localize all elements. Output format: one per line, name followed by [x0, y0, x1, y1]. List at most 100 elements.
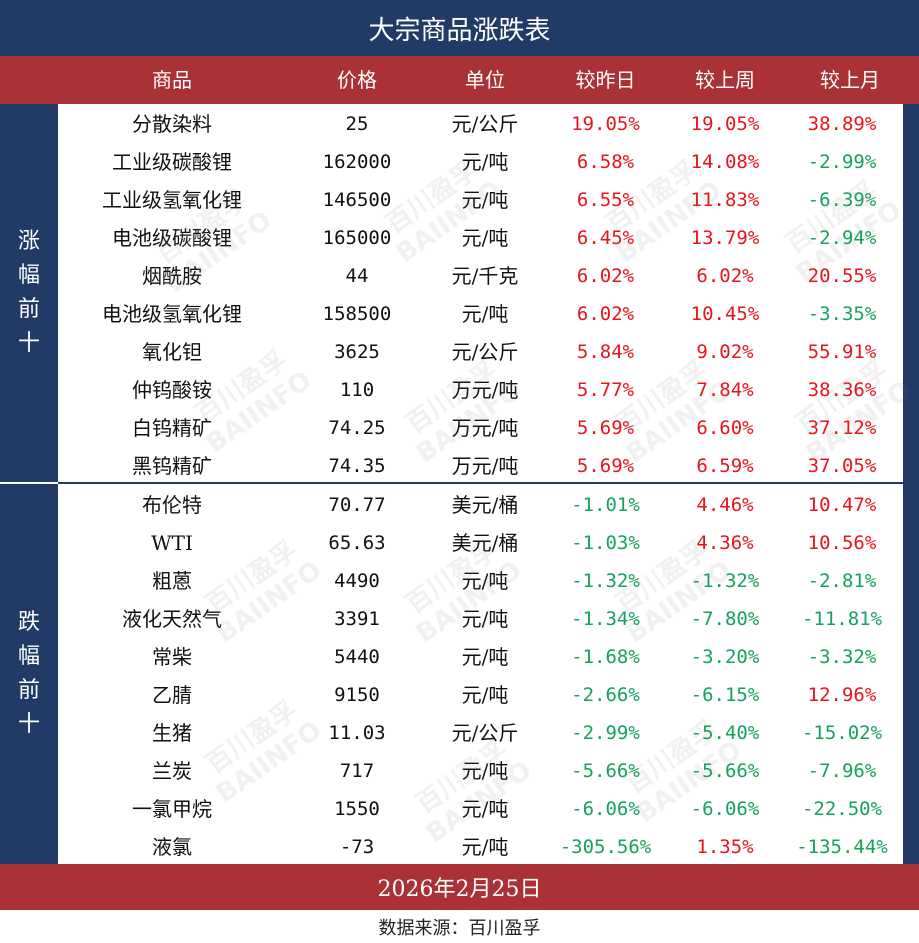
commodity-name: 工业级碳酸锂	[112, 150, 232, 174]
price-value: 74.25	[328, 417, 386, 439]
change-vs-yesterday: 19.05%	[571, 113, 640, 135]
change-vs-yesterday: 6.02%	[576, 265, 635, 287]
change-vs-last-week: -7.80%	[690, 608, 760, 630]
table-title: 大宗商品涨跌表	[0, 0, 919, 56]
right-border-band	[903, 104, 919, 864]
change-vs-yesterday: 6.55%	[576, 189, 635, 211]
unit-value: 元/吨	[461, 759, 509, 783]
table-row: 分散染料 25 元/公斤 19.05% 19.05% 38.89%	[58, 105, 903, 143]
commodity-name: 兰炭	[152, 759, 192, 783]
change-vs-yesterday: -5.66%	[571, 760, 640, 782]
change-vs-last-week: 6.59%	[696, 455, 754, 477]
table-row: 布伦特 70.77 美元/桶 -1.01% 4.46% 10.47%	[58, 486, 903, 524]
header-price: 价格	[337, 68, 377, 92]
change-vs-last-month: 37.05%	[807, 455, 877, 477]
change-vs-last-month: -135.44%	[796, 836, 888, 858]
price-value: -73	[339, 836, 375, 858]
change-vs-last-week: 10.45%	[690, 303, 760, 325]
header-vs-last-month: 较上月	[820, 68, 880, 92]
change-vs-yesterday: -2.99%	[571, 722, 640, 744]
change-vs-yesterday: -305.56%	[559, 836, 652, 858]
commodity-name: 电池级碳酸锂	[112, 226, 232, 250]
table-row: 氧化钽 3625 元/公斤 5.84% 9.02% 55.91%	[58, 333, 903, 371]
change-vs-yesterday: 6.02%	[576, 303, 635, 325]
table-row: 乙腈 9150 元/吨 -2.66% -6.15% 12.96%	[58, 676, 903, 714]
change-vs-last-week: -5.66%	[690, 760, 760, 782]
group-label-char: 幅	[17, 263, 40, 288]
commodity-name: 白钨精矿	[132, 416, 212, 440]
unit-value: 万元/吨	[451, 454, 519, 478]
unit-value: 元/吨	[461, 226, 509, 250]
unit-value: 元/吨	[461, 569, 509, 593]
change-vs-last-month: -2.94%	[807, 227, 877, 249]
change-vs-last-month: -3.35%	[807, 303, 877, 325]
title-text: 大宗商品涨跌表	[368, 15, 551, 46]
change-vs-yesterday: -1.34%	[571, 608, 640, 630]
change-vs-last-week: 7.84%	[696, 379, 754, 401]
commodity-name: 黑钨精矿	[132, 454, 212, 478]
group-label-char: 前	[17, 297, 40, 322]
price-value: 1550	[334, 798, 380, 820]
table-row: 仲钨酸铵 110 万元/吨 5.77% 7.84% 38.36%	[58, 371, 903, 409]
price-value: 146500	[322, 189, 392, 211]
price-value: 11.03	[328, 722, 386, 744]
table-row: 一氯甲烷 1550 元/吨 -6.06% -6.06% -22.50%	[58, 790, 903, 828]
table-row: 工业级碳酸锂 162000 元/吨 6.58% 14.08% -2.99%	[58, 143, 903, 181]
commodity-name: 电池级氢氧化锂	[102, 302, 242, 326]
group-label-char: 幅	[17, 644, 40, 669]
commodity-name: 粗蒽	[152, 569, 192, 593]
change-vs-yesterday: -6.06%	[571, 798, 640, 820]
unit-value: 万元/吨	[451, 416, 519, 440]
unit-value: 万元/吨	[451, 378, 519, 402]
change-vs-last-week: -6.06%	[690, 798, 760, 820]
group-label-top-gainers: 涨 幅 前 十	[0, 104, 58, 482]
commodity-name: 乙腈	[152, 683, 192, 707]
price-value: 44	[345, 265, 369, 287]
header-vs-yesterday: 较昨日	[575, 68, 636, 92]
unit-value: 元/公斤	[451, 340, 519, 364]
group-label-top-losers: 跌 幅 前 十	[0, 484, 58, 864]
change-vs-yesterday: 5.77%	[576, 379, 635, 401]
change-vs-last-month: 37.12%	[807, 417, 877, 439]
change-vs-last-week: 14.08%	[690, 151, 760, 173]
table-row: 白钨精矿 74.25 万元/吨 5.69% 6.60% 37.12%	[58, 409, 903, 447]
change-vs-last-month: 38.89%	[807, 113, 877, 135]
unit-value: 元/吨	[461, 797, 509, 821]
change-vs-last-month: -22.50%	[801, 798, 883, 820]
change-vs-last-month: 20.55%	[807, 265, 877, 287]
change-vs-last-month: 10.56%	[807, 532, 877, 554]
change-vs-last-week: -5.40%	[690, 722, 760, 744]
change-vs-last-month: 12.96%	[807, 684, 877, 706]
change-vs-last-week: 6.02%	[696, 265, 754, 287]
commodity-name: 液氯	[152, 835, 192, 859]
unit-value: 美元/桶	[451, 531, 519, 555]
price-value: 3391	[334, 608, 380, 630]
change-vs-last-month: -11.81%	[801, 608, 883, 630]
header-vs-last-week: 较上周	[695, 68, 755, 92]
change-vs-yesterday: -1.68%	[571, 646, 640, 668]
price-value: 162000	[322, 151, 392, 173]
commodity-name: 布伦特	[142, 493, 202, 517]
header-commodity: 商品	[152, 68, 192, 92]
price-value: 25	[345, 113, 369, 135]
change-vs-last-week: -3.20%	[690, 646, 760, 668]
unit-value: 元/公斤	[451, 721, 519, 745]
change-vs-last-month: 38.36%	[807, 379, 877, 401]
change-vs-yesterday: 5.69%	[576, 455, 635, 477]
table-row: WTI 65.63 美元/桶 -1.03% 4.36% 10.56%	[58, 524, 903, 562]
unit-value: 元/吨	[461, 683, 509, 707]
column-header-row: 商品 价格 单位 较昨日 较上周 较上月	[0, 56, 919, 104]
group-label-char: 十	[17, 331, 40, 356]
change-vs-last-month: -15.02%	[801, 722, 883, 744]
price-value: 110	[339, 379, 375, 401]
commodity-name: 氧化钽	[142, 340, 202, 364]
commodity-name: 仲钨酸铵	[132, 378, 212, 402]
price-value: 74.35	[328, 455, 386, 477]
unit-value: 元/吨	[461, 607, 509, 631]
price-value: 9150	[334, 684, 380, 706]
change-vs-last-week: 6.60%	[696, 417, 754, 439]
change-vs-last-month: -7.96%	[807, 760, 877, 782]
unit-value: 元/公斤	[451, 112, 519, 136]
source-text: 数据来源：百川盈孚	[378, 917, 541, 939]
commodity-name: 液化天然气	[122, 607, 222, 631]
